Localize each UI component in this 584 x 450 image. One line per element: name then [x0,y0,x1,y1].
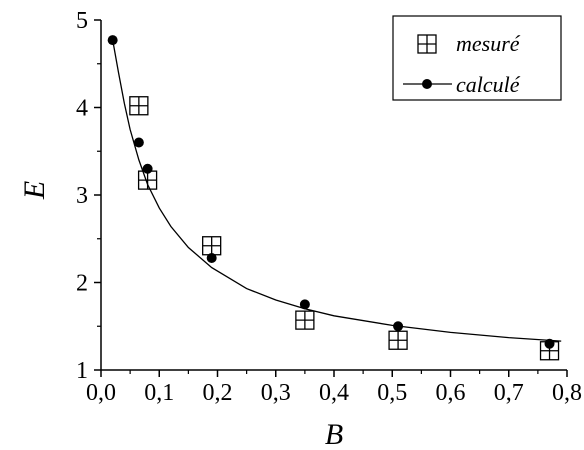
legend-marker-mesure [417,34,437,54]
calcule-point [299,299,310,310]
mesure-point [295,310,315,330]
calcule-point [206,253,217,263]
data-marks [107,35,560,361]
legend-frame [392,15,562,101]
calcule-point [393,321,404,332]
x-tick-label: 0,8 [552,380,582,406]
x-tick-label: 0,2 [203,380,233,406]
x-tick-label: 0,1 [144,380,174,406]
calcule-point [142,163,153,174]
calcule-point [107,35,118,46]
y-tick-label: 3 [76,183,88,209]
legend-label-calcule: calculé [456,72,521,97]
legend-dot-marker [422,79,432,89]
mesure-point [129,96,149,116]
x-tick-label: 0,7 [494,380,524,406]
legend-marker-calcule [422,79,432,89]
axis-ticks: 0,0 0,1 0,2 0,3 0,4 0,5 0,6 0,7 0,8 1 2 3 4 5 [76,8,582,406]
y-tick-label: 1 [76,358,88,384]
x-tick-label: 0,5 [377,380,407,406]
calcule-point [133,137,144,148]
x-tick-label: 0,6 [436,380,466,406]
legend-square-plus-marker [417,34,437,54]
x-tick-label: 0,0 [86,380,116,406]
x-axis-title: B [325,418,343,450]
y-tick-label: 4 [76,96,88,122]
chart-legend: mesuré calculé [392,15,562,101]
y-axis-title: E [18,181,51,200]
x-tick-label: 0,3 [261,380,291,406]
x-tick-label: 0,4 [319,380,349,406]
legend-label-mesure: mesuré [456,31,521,56]
mesure-point [388,330,408,350]
y-tick-label: 2 [76,271,88,297]
y-tick-label: 5 [76,8,88,34]
calcule-point [544,338,555,349]
